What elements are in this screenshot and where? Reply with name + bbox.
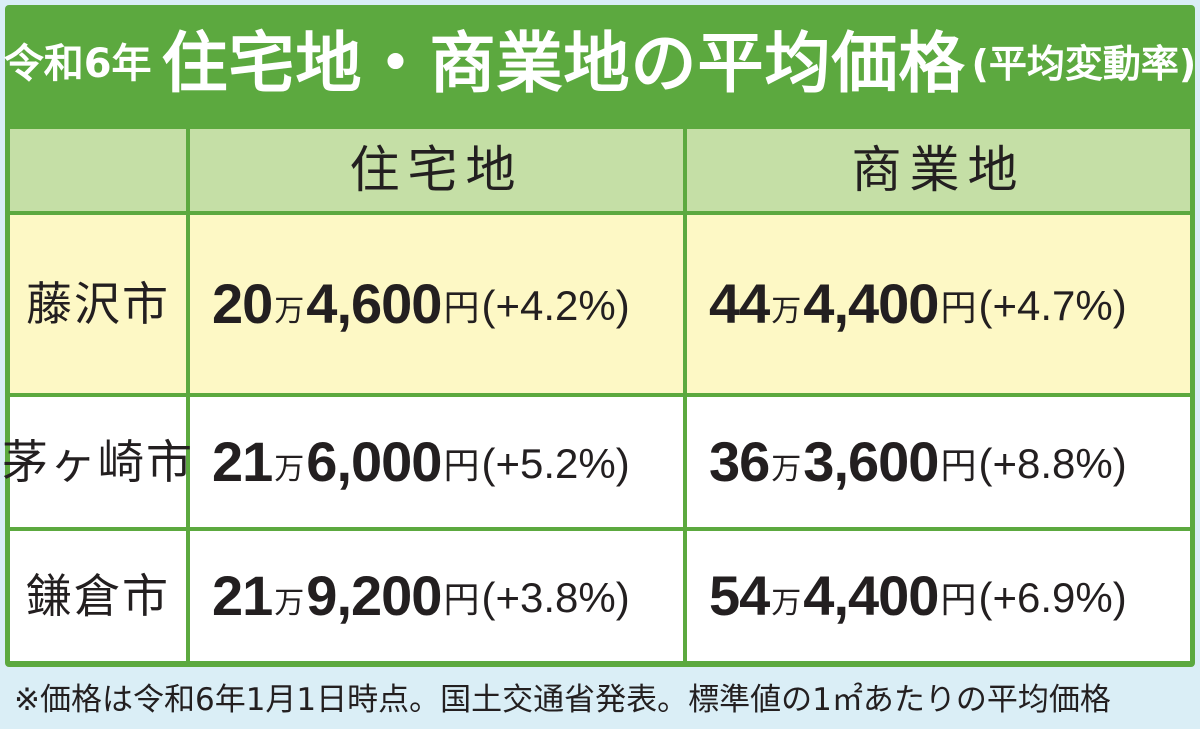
man-unit: 万 xyxy=(274,294,305,329)
yen-unit: 円 xyxy=(443,288,480,329)
price-change: (+5.2%) xyxy=(481,440,630,487)
man-unit: 万 xyxy=(771,452,802,487)
price-change: (+4.7%) xyxy=(978,282,1127,329)
price-rest: 4,400 xyxy=(803,564,939,627)
price-man: 36 xyxy=(709,430,770,493)
city-fujisawa: 藤沢市 xyxy=(10,215,186,393)
yen-unit: 円 xyxy=(940,580,977,621)
price-rest: 9,200 xyxy=(306,564,442,627)
price-man: 20 xyxy=(212,272,273,335)
man-unit: 万 xyxy=(274,452,305,487)
man-unit: 万 xyxy=(771,294,802,329)
price-change: (+8.8%) xyxy=(978,440,1127,487)
yen-unit: 円 xyxy=(443,580,480,621)
man-unit: 万 xyxy=(274,586,305,621)
yen-unit: 円 xyxy=(443,446,480,487)
header-residential: 住宅地 xyxy=(190,129,683,211)
yen-unit: 円 xyxy=(940,288,977,329)
price-table: 住宅地 商業地 藤沢市 20 万 4,600 円 (+4.2%) 44 万 4,400 円 (+… xyxy=(2,129,1190,661)
table-frame: 令和6年 住宅地・商業地の平均価格 (平均変動率) 住宅地 商業地 藤沢市 20… xyxy=(2,5,1197,667)
price-man: 54 xyxy=(709,564,770,627)
price-rest: 3,600 xyxy=(803,430,939,493)
price-change: (+4.2%) xyxy=(481,282,630,329)
price-fujisawa-commercial: 44 万 4,400 円 (+4.7%) xyxy=(687,215,1190,393)
city-chigasaki: 茅ヶ崎市 xyxy=(2,397,192,527)
title-suffix: (平均変動率) xyxy=(971,42,1197,86)
price-man: 44 xyxy=(709,272,770,335)
city-kamakura: 鎌倉市 xyxy=(10,531,186,661)
footnote: ※価格は令和6年1月1日時点。国土交通省発表。標準値の1㎡あたりの平均価格 xyxy=(14,682,1111,718)
price-rest: 4,600 xyxy=(306,272,442,335)
yen-unit: 円 xyxy=(940,446,977,487)
price-fujisawa-residential: 20 万 4,600 円 (+4.2%) xyxy=(190,215,683,393)
title-main: 住宅地・商業地の平均価格 xyxy=(161,25,966,102)
price-kamakura-commercial: 54 万 4,400 円 (+6.9%) xyxy=(687,531,1190,661)
price-man: 21 xyxy=(212,564,273,627)
title-prefix: 令和6年 xyxy=(3,41,152,87)
price-change: (+3.8%) xyxy=(481,574,630,621)
price-rest: 4,400 xyxy=(803,272,939,335)
table-title: 令和6年 住宅地・商業地の平均価格 (平均変動率) xyxy=(3,5,1197,123)
price-change: (+6.9%) xyxy=(978,574,1127,621)
header-corner xyxy=(10,129,186,211)
price-man: 21 xyxy=(212,430,273,493)
price-rest: 6,000 xyxy=(306,430,442,493)
man-unit: 万 xyxy=(771,586,802,621)
price-chigasaki-commercial: 36 万 3,600 円 (+8.8%) xyxy=(687,397,1190,527)
price-kamakura-residential: 21 万 9,200 円 (+3.8%) xyxy=(190,531,683,661)
header-commercial: 商業地 xyxy=(687,129,1190,211)
price-chigasaki-residential: 21 万 6,000 円 (+5.2%) xyxy=(190,397,683,527)
